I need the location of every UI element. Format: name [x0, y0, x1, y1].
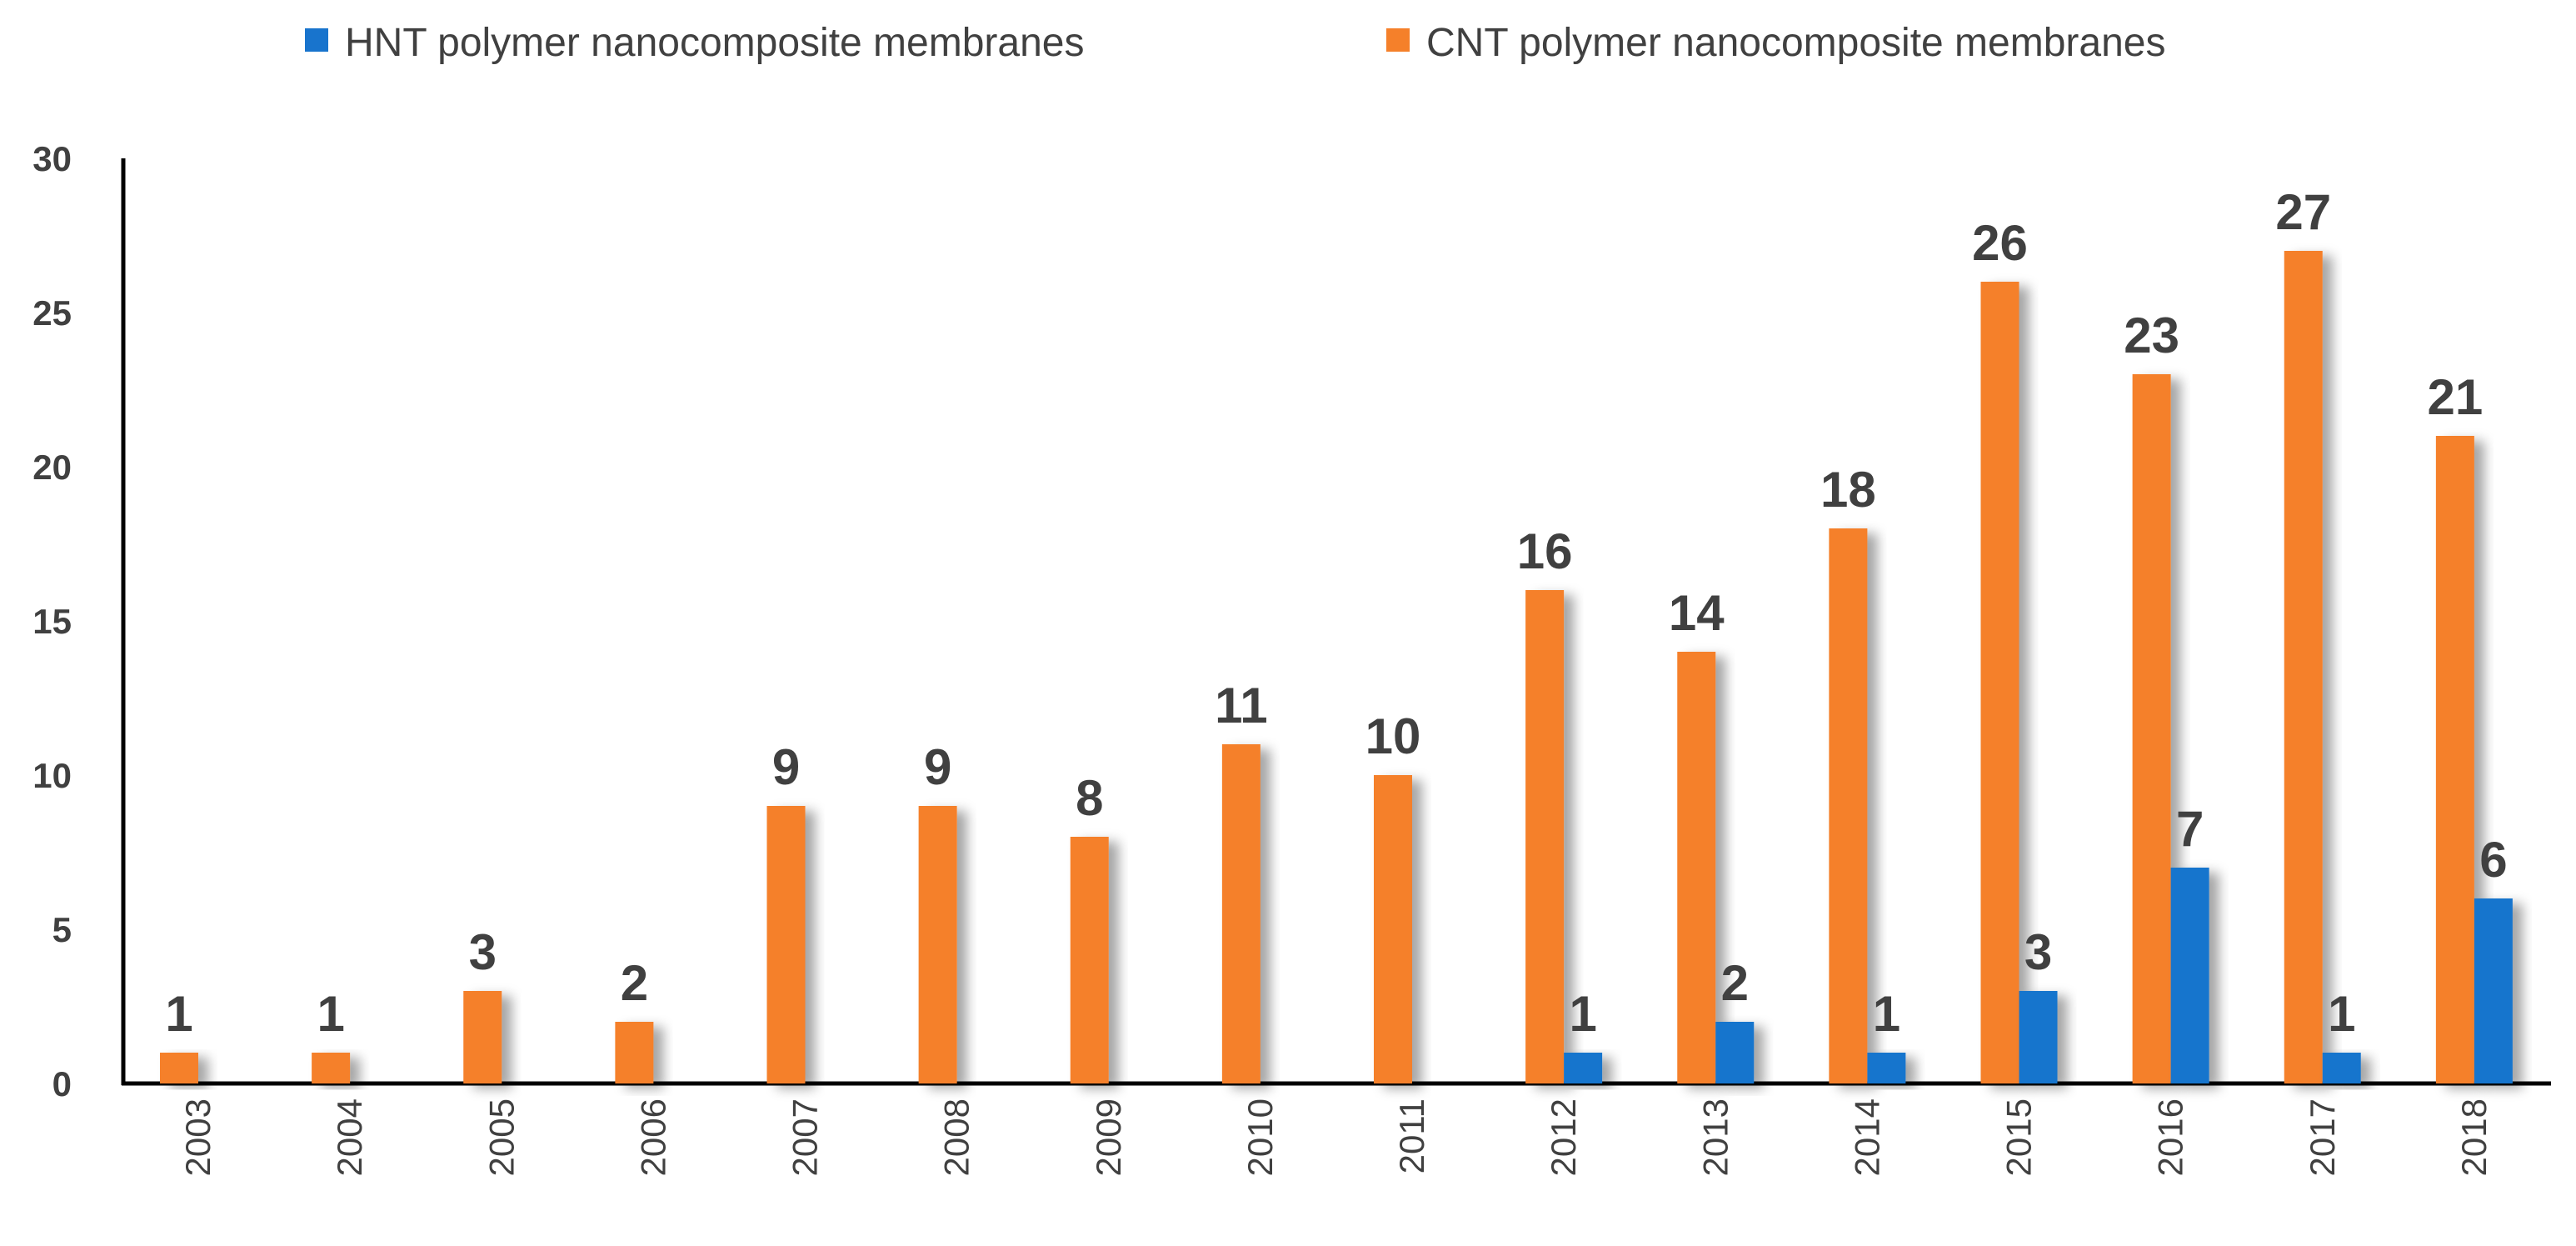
bar-cnt — [312, 1053, 351, 1083]
bar-hnt — [1715, 1022, 1755, 1083]
x-tick-label: 2009 — [1089, 1098, 1128, 1176]
data-label-cnt: 1 — [317, 986, 344, 1042]
bar-hnt — [2019, 991, 2058, 1083]
bar-cnt — [2132, 374, 2171, 1083]
x-tick-label: 2006 — [633, 1098, 672, 1176]
bars — [160, 251, 2513, 1083]
bar-cnt — [615, 1022, 654, 1083]
data-label-hnt: 2 — [1721, 955, 1749, 1011]
data-label-cnt: 11 — [1215, 678, 1267, 733]
legend-swatch-cnt — [1386, 28, 1410, 52]
x-tick-label: 2005 — [482, 1098, 521, 1176]
bar-cnt — [766, 806, 806, 1083]
x-tick-label: 2012 — [1544, 1098, 1583, 1176]
legend-label-cnt: CNT polymer nanocomposite membranes — [1426, 21, 2165, 65]
data-label-cnt: 14 — [1669, 585, 1725, 641]
bar-cnt — [1525, 590, 1565, 1083]
bar-cnt — [463, 991, 502, 1083]
data-label-hnt: 6 — [2479, 832, 2507, 888]
bar-hnt — [2170, 868, 2209, 1083]
x-tick-label: 2011 — [1392, 1098, 1431, 1173]
bar-hnt — [2322, 1053, 2361, 1083]
y-tick-label: 25 — [32, 293, 72, 333]
x-tick-label: 2015 — [1999, 1098, 2039, 1176]
data-label-cnt: 18 — [1820, 462, 1876, 518]
x-tick-label: 2010 — [1241, 1098, 1280, 1176]
data-label-cnt: 23 — [2124, 308, 2179, 363]
data-label-hnt: 3 — [2024, 924, 2052, 980]
bar-hnt — [1867, 1053, 1906, 1083]
legend-swatch-hnt — [305, 28, 328, 52]
y-tick-label: 30 — [32, 139, 72, 178]
x-tick-label: 2013 — [1695, 1098, 1735, 1176]
legend-item-cnt: CNT polymer nanocomposite membranes — [1386, 21, 2165, 65]
data-label-cnt: 10 — [1365, 708, 1421, 764]
x-tick-label: 2016 — [2151, 1098, 2190, 1176]
y-tick-label: 10 — [32, 756, 72, 795]
y-axis: 0 5 10 15 20 25 30 — [32, 139, 126, 1103]
x-tick-label: 2007 — [786, 1098, 825, 1176]
x-axis: 2003 2004 2005 2006 2007 2008 2009 2010 2011 2012… — [122, 1081, 2551, 1176]
data-label-cnt: 26 — [1972, 215, 2028, 271]
y-tick-label: 15 — [32, 602, 72, 641]
data-label-cnt: 1 — [165, 986, 192, 1042]
data-label-cnt: 21 — [2428, 369, 2484, 425]
bar-cnt — [918, 806, 957, 1083]
data-label-hnt: 1 — [1873, 986, 1900, 1042]
data-label-hnt: 1 — [2328, 986, 2355, 1042]
data-label-cnt: 2 — [621, 955, 648, 1011]
bar-cnt — [2284, 251, 2323, 1083]
bar-cnt — [1221, 744, 1261, 1083]
legend: HNT polymer nanocomposite membranes CNT … — [305, 21, 2165, 65]
bar-cnt — [1070, 837, 1109, 1083]
bar-cnt — [1980, 282, 2019, 1083]
data-label-cnt: 3 — [469, 924, 497, 980]
data-label-cnt: 9 — [772, 739, 800, 795]
data-label-hnt: 7 — [2176, 801, 2204, 857]
y-tick-label: 5 — [52, 910, 72, 949]
x-tick-label: 2008 — [937, 1098, 976, 1176]
x-tick-label: 2014 — [1847, 1098, 1886, 1176]
x-tick-label: 2018 — [2454, 1098, 2494, 1176]
data-label-cnt: 27 — [2275, 184, 2331, 240]
x-tick-label: 2017 — [2303, 1098, 2342, 1176]
data-label-cnt: 8 — [1076, 770, 1103, 826]
data-label-cnt: 16 — [1517, 523, 1573, 579]
bar-cnt — [2435, 436, 2474, 1083]
bar-hnt — [1564, 1053, 1603, 1083]
bar-cnt — [1829, 528, 1868, 1083]
legend-item-hnt: HNT polymer nanocomposite membranes — [305, 21, 1084, 65]
data-label-hnt: 1 — [1569, 986, 1596, 1042]
legend-label-hnt: HNT polymer nanocomposite membranes — [345, 21, 1084, 65]
bar-cnt — [1677, 652, 1716, 1083]
x-tick-label: 2004 — [330, 1098, 369, 1176]
data-label-cnt: 9 — [924, 739, 951, 795]
x-tick-label: 2003 — [178, 1098, 217, 1176]
y-tick-label: 20 — [32, 448, 72, 487]
bar-hnt — [2474, 898, 2513, 1083]
bar-cnt — [1374, 775, 1412, 1083]
bar-cnt — [160, 1053, 198, 1083]
y-tick-label: 0 — [52, 1064, 72, 1103]
